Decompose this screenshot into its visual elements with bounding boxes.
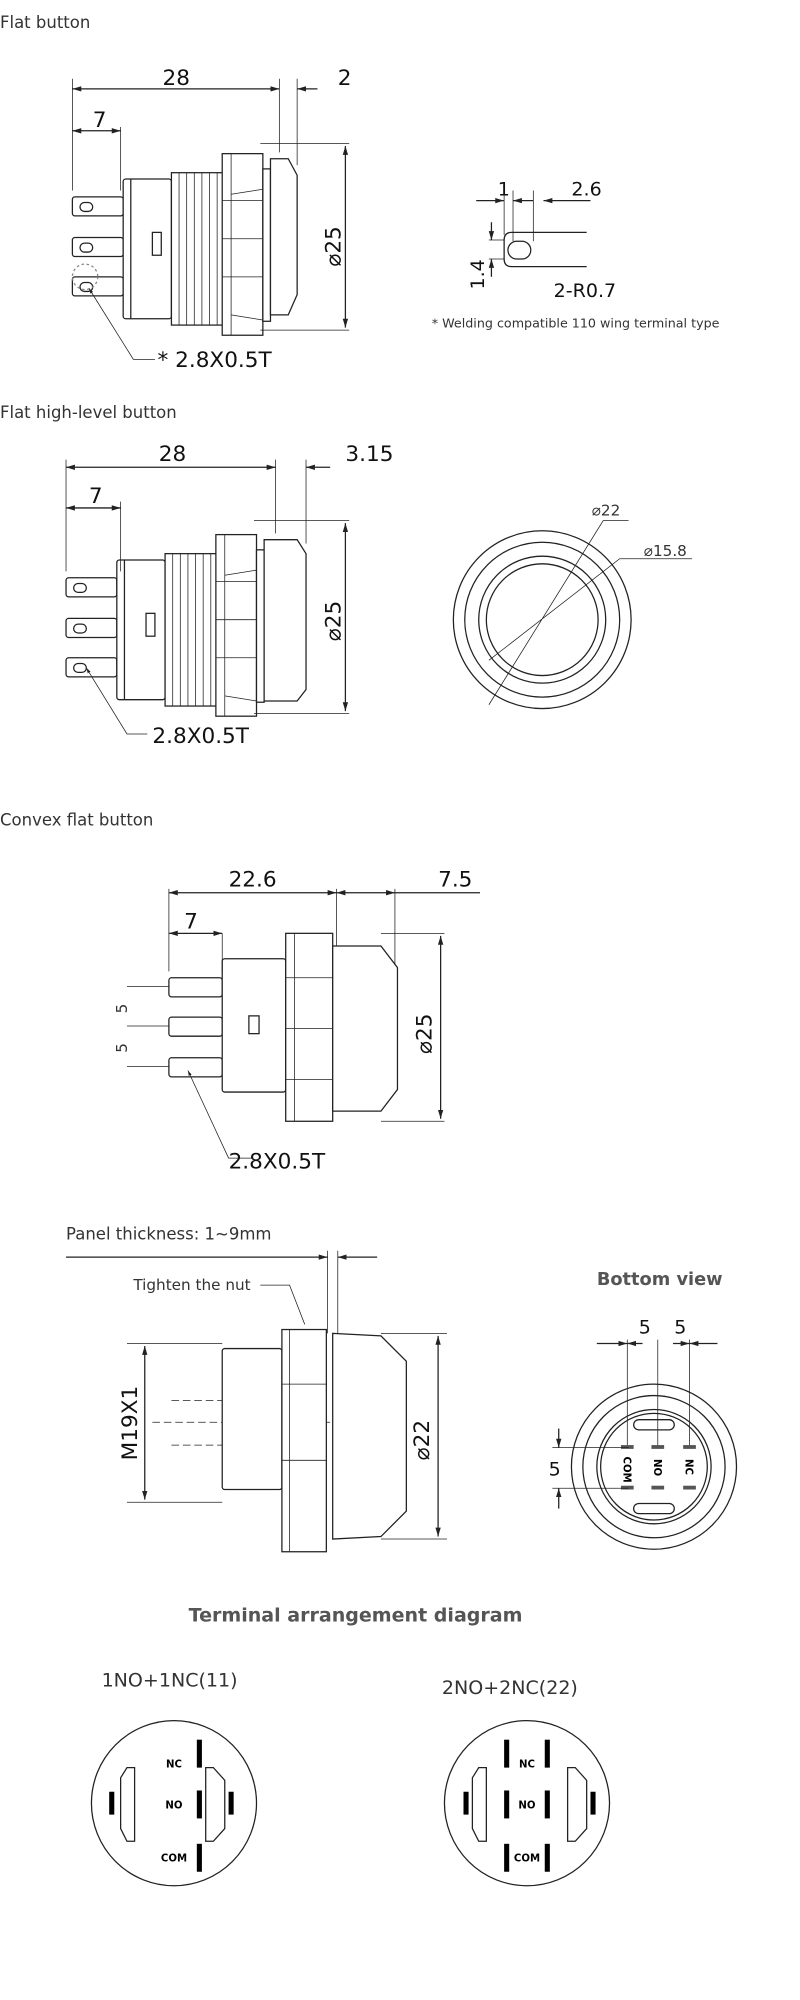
detail-note: * Welding compatible 110 wing terminal t… bbox=[432, 316, 720, 331]
panel-mount-side-view bbox=[66, 1250, 447, 1553]
section-title-flat: Flat button bbox=[0, 13, 90, 32]
bottom-dim-x2: 5 bbox=[674, 1316, 686, 1338]
pin-label-com: COM bbox=[161, 1854, 187, 1865]
section-title-high-level: Flat high-level button bbox=[0, 403, 177, 422]
detail-dim-a: 1 bbox=[498, 179, 510, 201]
panel-thickness-label: Panel thickness: 1~9mm bbox=[66, 1224, 271, 1243]
dim-pitch-2: 5 bbox=[113, 1043, 131, 1053]
high-level-button-side-view bbox=[65, 459, 350, 735]
dim-diameter: ⌀25 bbox=[321, 601, 346, 641]
variant-label-22: 2NO+2NC(22) bbox=[442, 1677, 578, 1699]
high-level-button-front-view bbox=[452, 520, 693, 710]
terminal-detail-drawing bbox=[476, 190, 591, 277]
detail-dim-b: 2.6 bbox=[571, 179, 601, 201]
section-title-convex: Convex flat button bbox=[0, 810, 153, 829]
terminal-size-label: 2.8X0.5T bbox=[152, 724, 249, 749]
dim-cap: 3.15 bbox=[345, 442, 393, 467]
bottom-view-title: Bottom view bbox=[597, 1270, 723, 1290]
terminal-diagram-title: Terminal arrangement diagram bbox=[189, 1605, 523, 1627]
front-dim-outer: ⌀22 bbox=[592, 502, 621, 520]
dim-cap: 7.5 bbox=[438, 867, 472, 892]
dim-diameter: ⌀25 bbox=[321, 226, 346, 266]
bottom-dim-y: 5 bbox=[549, 1459, 561, 1481]
detail-dim-h: 1.4 bbox=[467, 259, 489, 289]
tighten-nut-label: Tighten the nut bbox=[132, 1276, 250, 1294]
detail-radius: 2-R0.7 bbox=[554, 280, 616, 302]
dim-pitch-1: 5 bbox=[113, 1004, 131, 1014]
flat-button-side-view bbox=[71, 78, 350, 360]
dim-length: 28 bbox=[163, 66, 190, 91]
bottom-pin-label: NO bbox=[651, 1459, 662, 1476]
dim-terminal: 7 bbox=[184, 909, 198, 934]
dim-cap: 2 bbox=[338, 66, 352, 91]
pin-label-com: COM bbox=[514, 1854, 540, 1865]
terminal-diagram-22 bbox=[443, 1720, 611, 1887]
thread-dim: M19X1 bbox=[118, 1386, 143, 1461]
bottom-dim-x1: 5 bbox=[639, 1316, 651, 1338]
convex-button-side-view bbox=[126, 888, 480, 1159]
dim-terminal: 7 bbox=[89, 484, 103, 509]
dim-diameter: ⌀25 bbox=[413, 1014, 438, 1054]
pin-label-no: NO bbox=[518, 1800, 535, 1811]
pin-label-nc: NC bbox=[166, 1760, 182, 1771]
bottom-pin-label: NC bbox=[683, 1459, 694, 1475]
terminal-size-label: 2.8X0.5T bbox=[229, 1149, 326, 1174]
dim-terminal: 7 bbox=[93, 108, 107, 133]
pin-label-no: NO bbox=[165, 1800, 182, 1811]
terminal-diagram-11 bbox=[90, 1720, 258, 1887]
bottom-view-drawing bbox=[552, 1339, 738, 1550]
pin-label-nc: NC bbox=[519, 1760, 535, 1771]
front-dim-inner: ⌀15.8 bbox=[644, 542, 687, 560]
panel-diameter-dim: ⌀22 bbox=[410, 1420, 435, 1460]
bottom-pin-label: COM bbox=[620, 1457, 631, 1483]
variant-label-11: 1NO+1NC(11) bbox=[102, 1669, 238, 1691]
terminal-size-label: * 2.8X0.5T bbox=[157, 348, 272, 373]
dim-length: 22.6 bbox=[229, 867, 277, 892]
dim-length: 28 bbox=[159, 442, 186, 467]
